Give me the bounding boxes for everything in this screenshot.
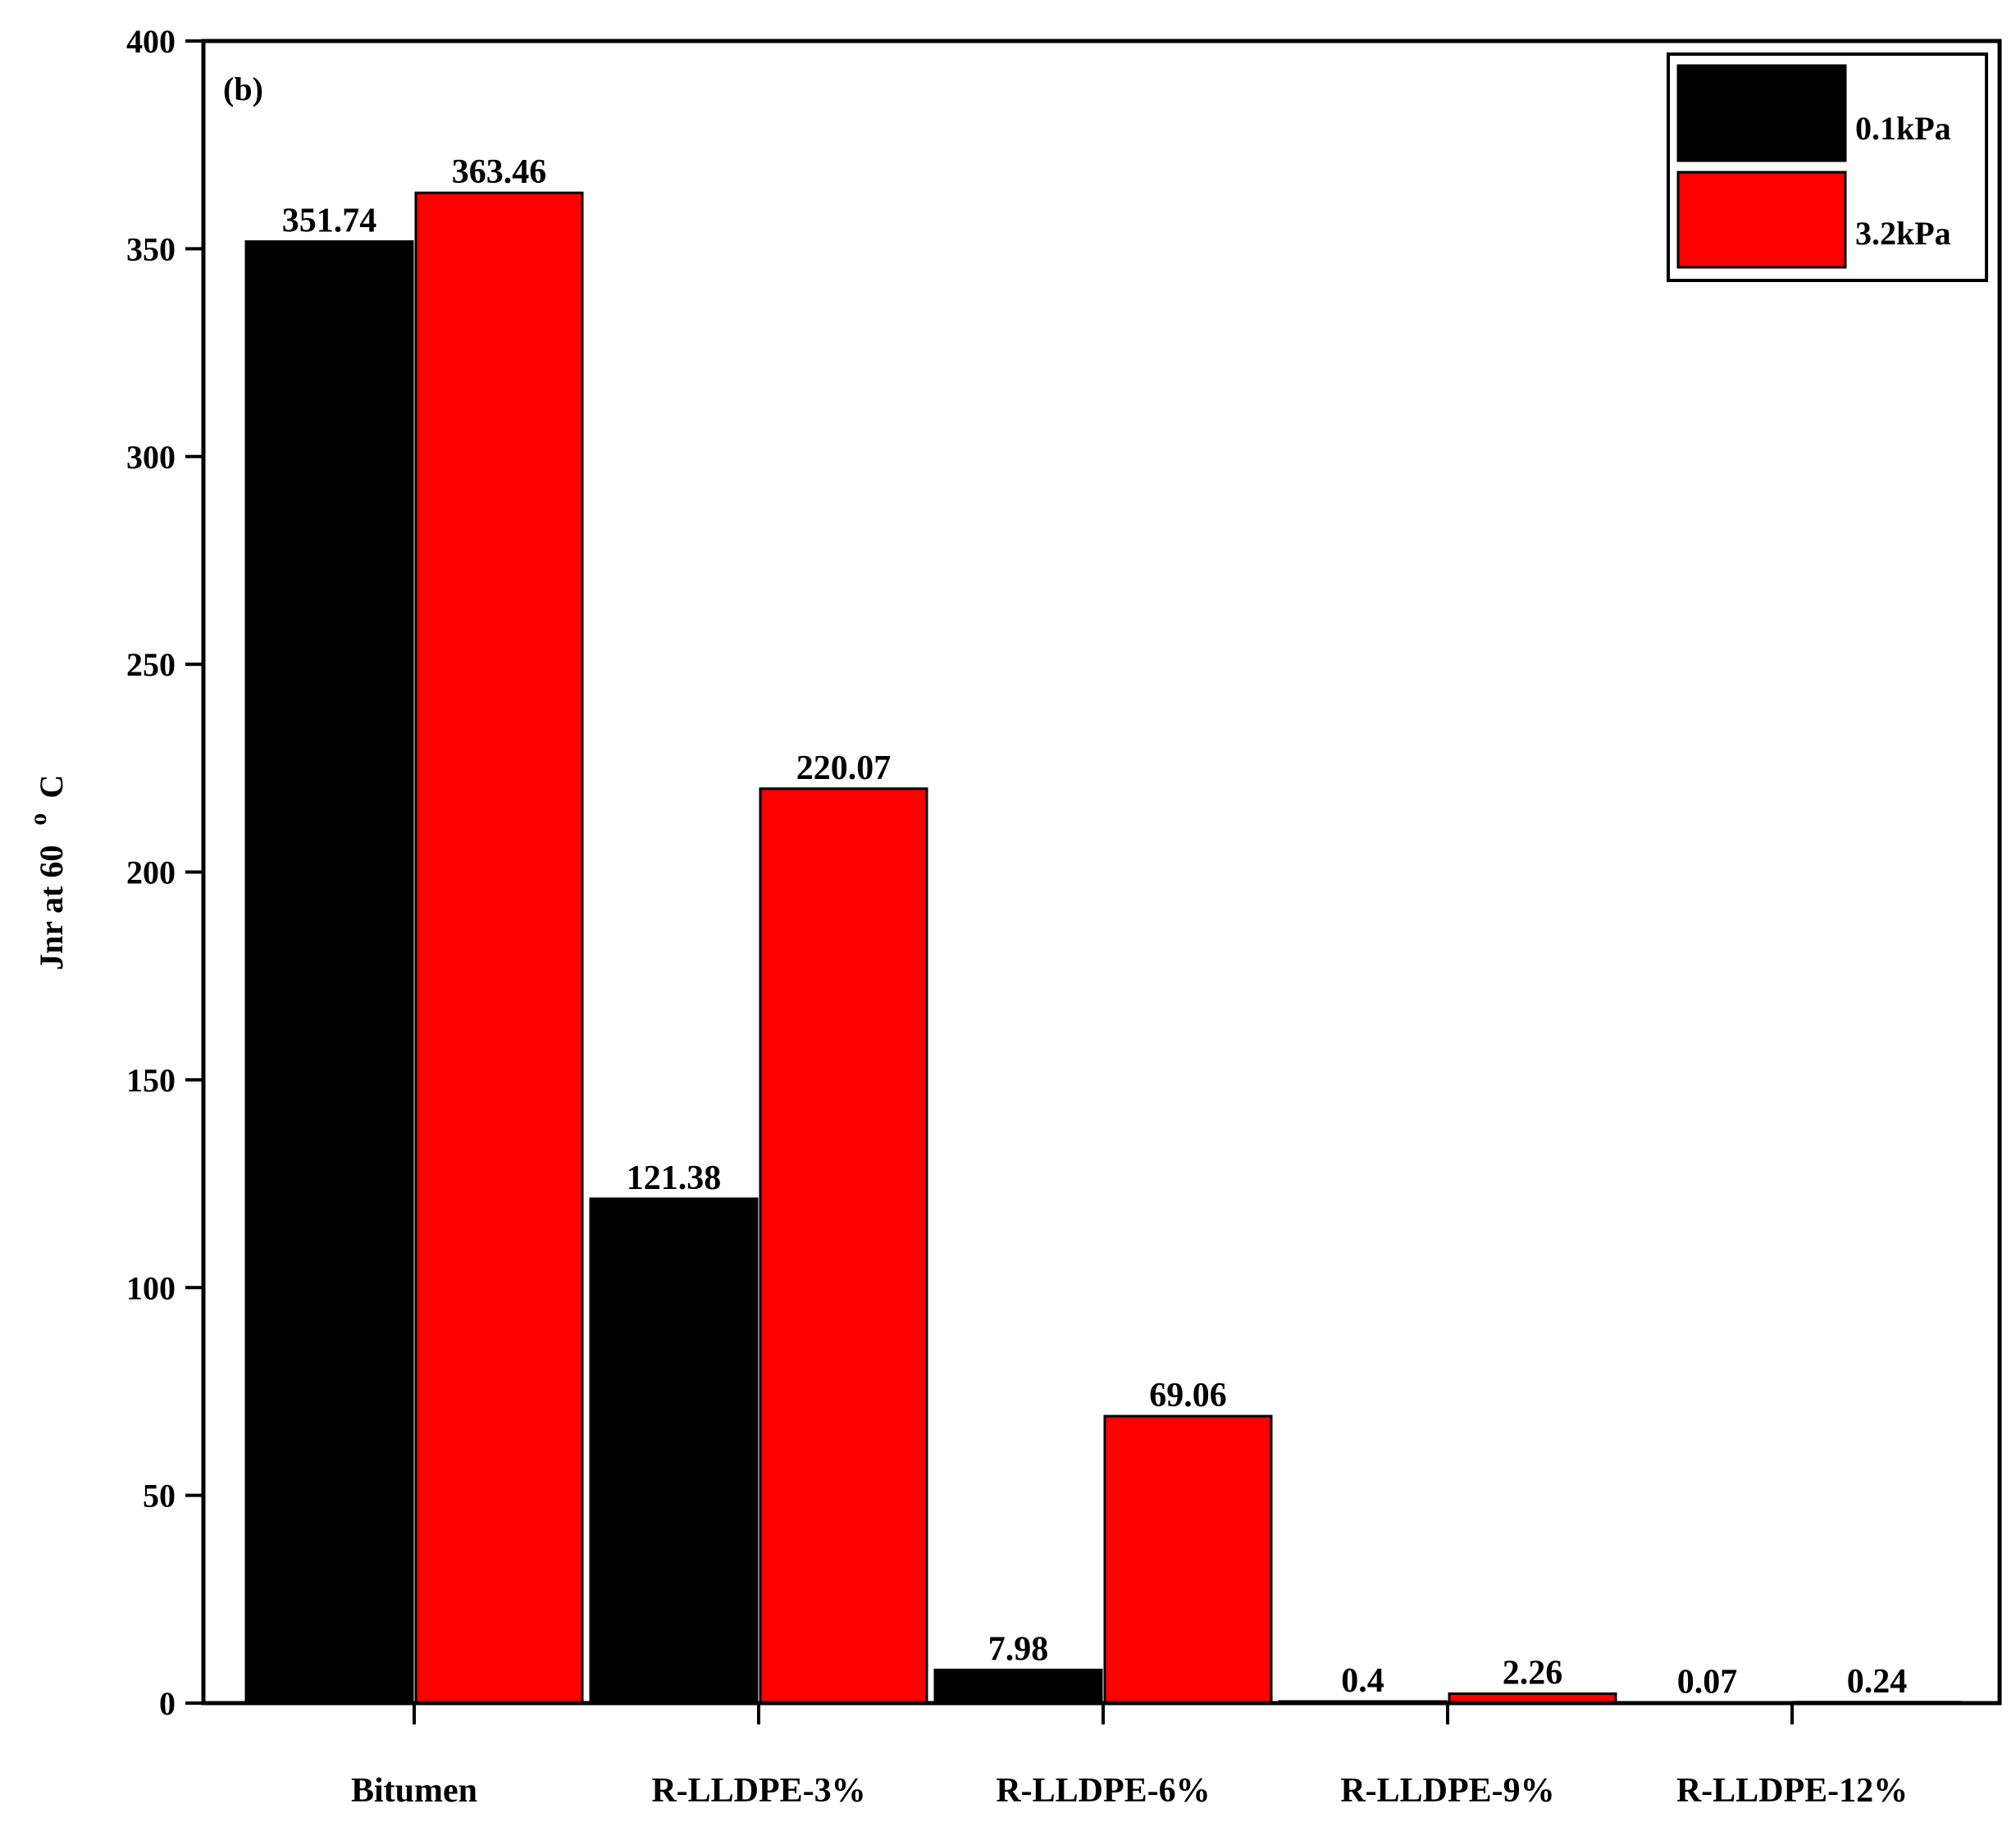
bar-value-label: 7.98 xyxy=(988,1631,1049,1669)
bar-value-label: 69.06 xyxy=(1149,1377,1227,1414)
y-axis-title-text: Jnr at 60 xyxy=(33,845,70,971)
y-tick-label: 100 xyxy=(126,1269,176,1306)
bar-value-label: 351.74 xyxy=(282,203,377,240)
bar-value-label: 121.38 xyxy=(627,1159,722,1197)
x-tick-label: Bitumen xyxy=(351,1772,477,1810)
y-tick-label: 250 xyxy=(126,646,176,683)
bar xyxy=(760,789,927,1703)
bar-value-label: 0.24 xyxy=(1847,1663,1908,1701)
bar-value-label: 0.07 xyxy=(1677,1664,1738,1701)
x-tick-label: R-LLDPE-3% xyxy=(651,1772,865,1810)
legend-swatch-1 xyxy=(1678,172,1845,267)
bar xyxy=(935,1670,1102,1703)
bars xyxy=(246,193,1960,1703)
bar xyxy=(591,1199,757,1703)
legend-label-1: 3.2kPa xyxy=(1855,215,1951,252)
y-tick-label: 300 xyxy=(126,439,176,476)
x-axis-ticks: Bitumen R-LLDPE-3% R-LLDPE-6% R-LLDPE-9% R-L… xyxy=(351,1703,1908,1810)
y-tick-label: 400 xyxy=(126,23,176,60)
y-axis-ticks: 0 50 100 150 200 250 300 350 400 xyxy=(126,23,203,1722)
bar-value-label: 2.26 xyxy=(1503,1655,1563,1692)
y-axis-title: Jnr at 60 o C xyxy=(16,775,70,971)
bar xyxy=(416,193,582,1703)
y-tick-label: 0 xyxy=(159,1685,176,1722)
bar-value-label: 220.07 xyxy=(796,749,892,787)
y-tick-label: 150 xyxy=(126,1062,176,1099)
legend-swatch-0 xyxy=(1678,66,1845,161)
bar-value-label: 363.46 xyxy=(452,153,547,191)
panel-label: (b) xyxy=(223,71,263,107)
x-tick-label: R-LLDPE-9% xyxy=(1340,1772,1554,1810)
y-axis-title-degree: o xyxy=(25,813,52,826)
svg-text:Jnr at 60 o C: Jnr at 60 o C xyxy=(16,775,70,971)
bar xyxy=(1105,1416,1271,1703)
x-tick-label: R-LLDPE-6% xyxy=(996,1772,1210,1810)
bar-value-label: 0.4 xyxy=(1341,1662,1384,1700)
y-tick-label: 200 xyxy=(126,854,176,891)
y-tick-label: 50 xyxy=(143,1478,176,1515)
legend: 0.1kPa 3.2kPa xyxy=(1668,54,1986,280)
legend-label-0: 0.1kPa xyxy=(1855,110,1951,147)
y-tick-label: 350 xyxy=(126,230,176,267)
x-tick-label: R-LLDPE-12% xyxy=(1676,1772,1908,1810)
y-axis-title-unit: C xyxy=(33,775,70,799)
bar xyxy=(246,242,413,1703)
